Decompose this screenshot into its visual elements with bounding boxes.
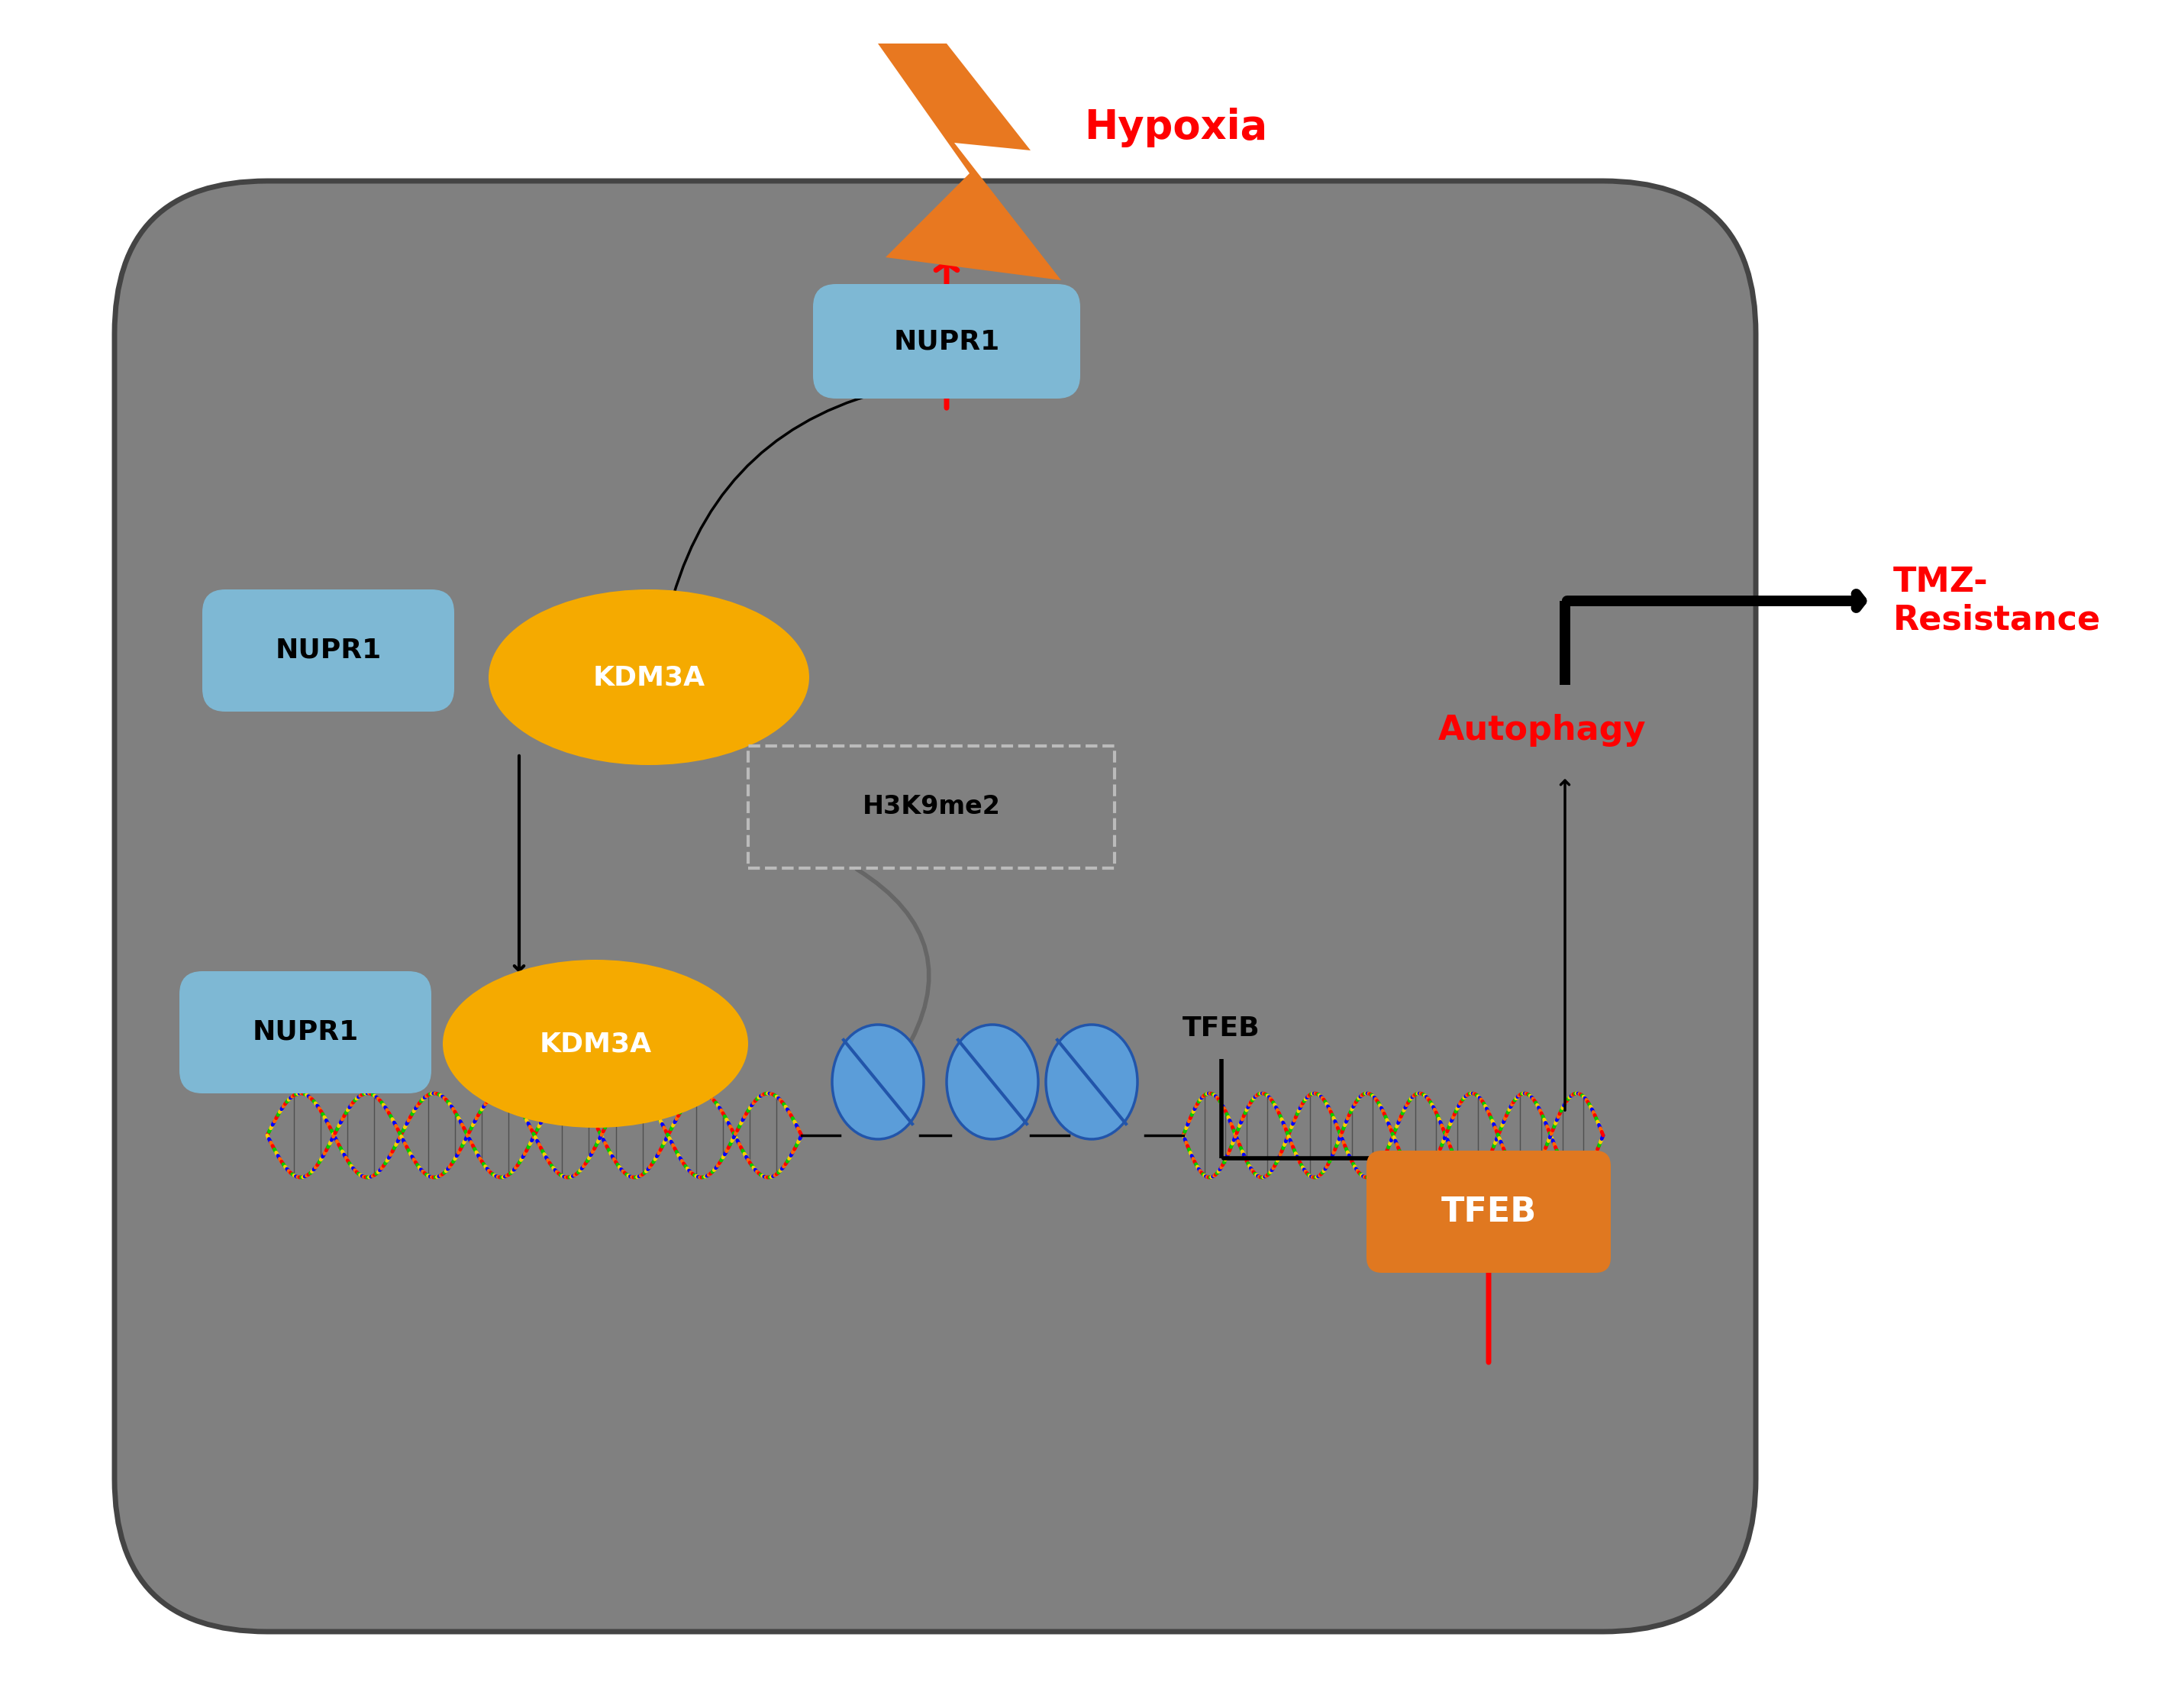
Text: NUPR1: NUPR1 — [251, 1020, 359, 1045]
Ellipse shape — [946, 1025, 1039, 1139]
FancyBboxPatch shape — [814, 284, 1080, 398]
FancyArrowPatch shape — [673, 388, 898, 598]
FancyBboxPatch shape — [201, 589, 455, 712]
Text: TFEB: TFEB — [1182, 1016, 1260, 1042]
Text: KDM3A: KDM3A — [539, 1030, 652, 1057]
Text: NUPR1: NUPR1 — [894, 328, 1000, 354]
Text: Hypoxia: Hypoxia — [1085, 108, 1267, 147]
Ellipse shape — [444, 960, 749, 1127]
FancyBboxPatch shape — [180, 972, 431, 1093]
FancyArrowPatch shape — [857, 869, 929, 1054]
Text: Autophagy: Autophagy — [1438, 714, 1645, 746]
Text: TMZ-
Resistance: TMZ- Resistance — [1892, 565, 2100, 637]
Ellipse shape — [489, 589, 810, 765]
Text: NUPR1: NUPR1 — [275, 637, 381, 663]
Text: H3K9me2: H3K9me2 — [862, 794, 1000, 820]
FancyBboxPatch shape — [115, 181, 1756, 1631]
Text: TFEB: TFEB — [1442, 1196, 1537, 1228]
Ellipse shape — [831, 1025, 924, 1139]
FancyBboxPatch shape — [1366, 1151, 1611, 1272]
Text: KDM3A: KDM3A — [593, 664, 706, 690]
Polygon shape — [879, 43, 1061, 280]
Ellipse shape — [1046, 1025, 1137, 1139]
